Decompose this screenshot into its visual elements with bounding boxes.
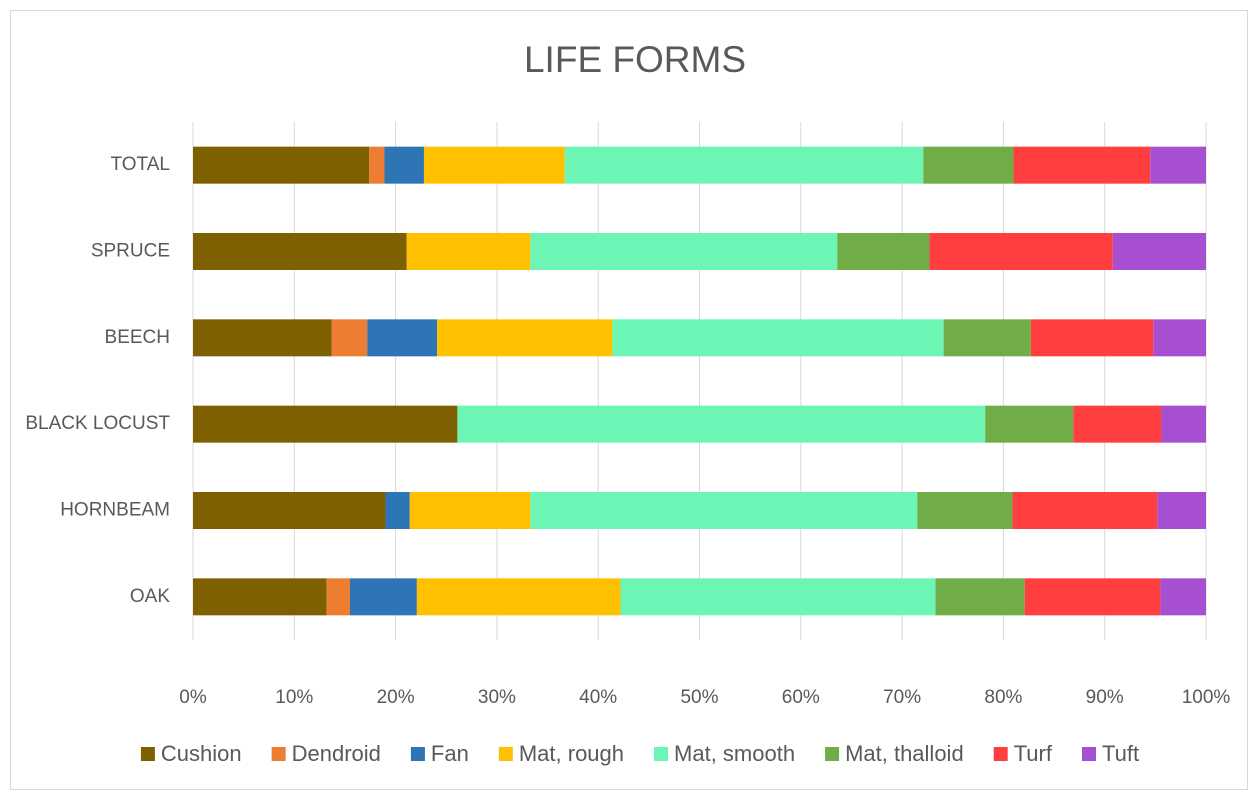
legend-label: Mat, thalloid [845,741,964,766]
legend-swatch [993,747,1008,761]
bar-segment [193,578,327,616]
chart-title: LIFE FORMS [524,39,746,80]
bar-segment [423,146,565,184]
x-tick-label: 70% [883,687,921,708]
legend-swatch [1081,747,1096,761]
bar-segment [923,146,1014,184]
bar-segment [1012,492,1158,529]
y-tick-label: SPRUCE [91,241,170,262]
bar-segment [384,146,424,184]
bar-segment [326,578,351,616]
bar-segment [985,405,1074,443]
bar-segment [437,319,613,357]
x-tick-label: 40% [579,687,617,708]
bar-segment [530,233,838,270]
bar-segment [1013,146,1151,184]
legend-swatch [140,747,155,761]
bar-segment [943,319,1031,357]
legend-label: Cushion [161,741,242,766]
bar-segment [929,233,1113,270]
bar-segment [935,578,1025,616]
legend-label: Turf [1014,741,1053,766]
bar-segment [917,492,1013,529]
bar-segment [193,146,370,184]
bar-segment [837,233,930,270]
legend-label: Fan [431,741,469,766]
legend-label: Mat, rough [519,741,624,766]
legend-swatch [825,747,840,761]
bar-segment [409,492,531,529]
bar-segment [369,146,385,184]
legend-swatch [410,747,425,761]
legend-swatch [654,747,669,761]
x-tick-label: 10% [275,687,313,708]
legend-label: Dendroid [292,741,381,766]
y-tick-label: TOTAL [111,154,170,175]
x-tick-label: 60% [782,687,820,708]
x-tick-label: 100% [1182,687,1231,708]
chart-border [10,10,1248,790]
legend-swatch [271,747,286,761]
bar-segment [367,319,438,357]
bar-segment [1150,146,1206,184]
y-tick-label: BEECH [105,327,170,348]
bar-segment [406,233,531,270]
bar-segment [193,405,458,443]
x-tick-label: 20% [377,687,415,708]
bar-segment [1161,405,1206,443]
legend-label: Tuft [1102,741,1139,766]
bar-segment [564,146,924,184]
x-tick-label: 0% [179,687,207,708]
x-tick-label: 80% [984,687,1022,708]
bar-segment [457,405,986,443]
bar-segment [530,492,918,529]
y-tick-label: HORNBEAM [60,500,170,521]
x-tick-label: 90% [1086,687,1124,708]
legend-label: Mat, smooth [674,741,795,766]
bar-segment [1160,578,1206,616]
bar-segment [1024,578,1161,616]
y-tick-label: OAK [130,586,170,607]
bar-segment [612,319,944,357]
bar-segment [620,578,936,616]
bar-segment [1153,319,1206,357]
x-tick-label: 50% [680,687,718,708]
bar-segment [385,492,410,529]
legend-swatch [498,747,513,761]
bar-segment [193,233,407,270]
bar-segment [416,578,621,616]
bar-segment [331,319,368,357]
bar-segment [1112,233,1206,270]
y-tick-label: BLACK LOCUST [25,413,170,434]
bar-segment [1157,492,1206,529]
bar-segment [1030,319,1154,357]
bar-segment [193,492,386,529]
bar-segment [1073,405,1162,443]
bar-segment [350,578,417,616]
bar-segment [193,319,332,357]
x-tick-label: 30% [478,687,516,708]
